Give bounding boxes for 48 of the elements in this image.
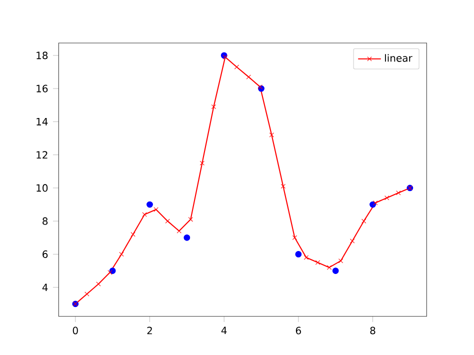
point bbox=[109, 268, 116, 274]
x-tick-label: 4 bbox=[221, 326, 227, 334]
x-tick-label: 0 bbox=[72, 326, 78, 334]
point bbox=[234, 64, 240, 70]
y-tick-label: 12 bbox=[36, 151, 48, 159]
point bbox=[142, 212, 147, 217]
point bbox=[304, 255, 309, 260]
y-tick-label: 14 bbox=[36, 118, 48, 126]
legend-label: linear bbox=[385, 54, 412, 62]
y-tick-label: 8 bbox=[42, 217, 48, 225]
point bbox=[119, 252, 124, 257]
point bbox=[338, 258, 344, 264]
point bbox=[332, 268, 339, 274]
y-tick-label: 18 bbox=[36, 52, 48, 60]
point bbox=[200, 160, 204, 166]
point bbox=[84, 292, 90, 296]
point bbox=[315, 260, 320, 265]
point bbox=[384, 196, 390, 200]
point bbox=[361, 218, 366, 224]
x-tick-label: 6 bbox=[296, 326, 301, 334]
point bbox=[176, 228, 182, 234]
y-tick-label: 6 bbox=[42, 250, 48, 258]
point bbox=[108, 270, 112, 275]
point bbox=[295, 251, 302, 258]
point bbox=[370, 201, 376, 208]
x-tick-label: 2 bbox=[147, 326, 152, 334]
x-tick-label: 8 bbox=[370, 326, 376, 334]
point bbox=[222, 54, 228, 60]
point bbox=[188, 217, 193, 222]
point bbox=[326, 265, 332, 270]
point bbox=[246, 74, 251, 80]
point bbox=[292, 235, 298, 240]
point bbox=[154, 207, 158, 212]
point bbox=[280, 184, 286, 189]
point bbox=[211, 104, 216, 110]
point bbox=[258, 84, 262, 90]
point bbox=[130, 232, 136, 237]
y-tick-label: 16 bbox=[36, 84, 48, 92]
y-tick-label: 10 bbox=[36, 184, 48, 192]
point bbox=[396, 190, 401, 196]
point bbox=[146, 201, 153, 208]
point bbox=[269, 132, 274, 138]
point bbox=[350, 238, 355, 244]
point bbox=[96, 282, 101, 286]
y-tick-label: 4 bbox=[42, 284, 48, 291]
point bbox=[184, 234, 190, 241]
point bbox=[165, 218, 170, 224]
point bbox=[373, 200, 378, 206]
